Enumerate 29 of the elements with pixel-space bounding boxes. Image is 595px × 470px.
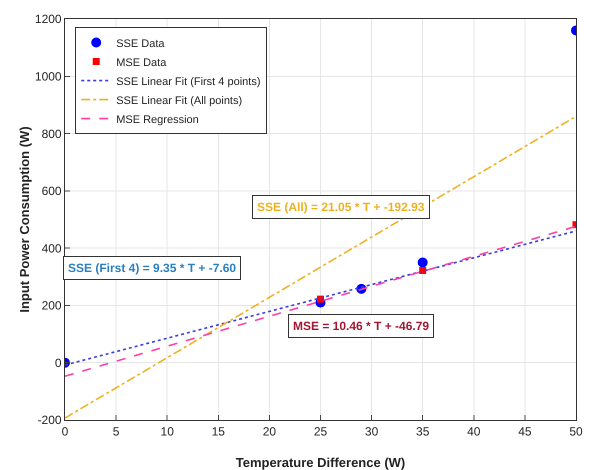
x-tick-label: 15 (212, 424, 226, 438)
y-tick-label: 0 (54, 356, 62, 370)
y-tick-label: -200 (38, 413, 62, 428)
x-tick-label: 45 (518, 424, 532, 438)
point (418, 257, 428, 268)
legend-label: SSE Linear Fit (All points) (116, 94, 242, 107)
y-tick-label: 800 (42, 126, 62, 141)
x-axis-title: Temperature Difference (W) (236, 455, 406, 470)
y-axis-title: Input Power Consumption (W) (17, 126, 32, 313)
x-tick-label: 30 (364, 424, 379, 438)
annotation: SSE (First 4) = 9.35 * T + -7.60 (68, 261, 236, 275)
annotation: MSE = 10.46 * T + -46.79 (293, 319, 430, 333)
x-tick-label: 5 (112, 424, 120, 438)
legend-label: MSE Data (116, 56, 168, 69)
y-tick-label: 1200 (34, 12, 62, 26)
x-tick-label: 20 (262, 424, 276, 438)
y-tick-label: 1000 (34, 69, 62, 84)
legend-label: SSE Data (116, 38, 166, 50)
legend-label: MSE Regression (116, 114, 199, 126)
x-tick-label: 25 (314, 424, 328, 438)
y-tick-label: 400 (42, 241, 62, 256)
legend-label: SSE Linear Fit (First 4 points) (116, 76, 260, 88)
x-tick-label: 10 (160, 424, 174, 438)
x-tick-label: 50 (569, 424, 583, 438)
y-tick-label: 600 (42, 184, 62, 198)
x-tick-label: 35 (416, 424, 430, 438)
x-tick-label: 40 (467, 424, 481, 438)
y-tick-label: 200 (42, 298, 62, 313)
annotation: SSE (All) = 21.05 * T + -192.93 (257, 200, 425, 214)
